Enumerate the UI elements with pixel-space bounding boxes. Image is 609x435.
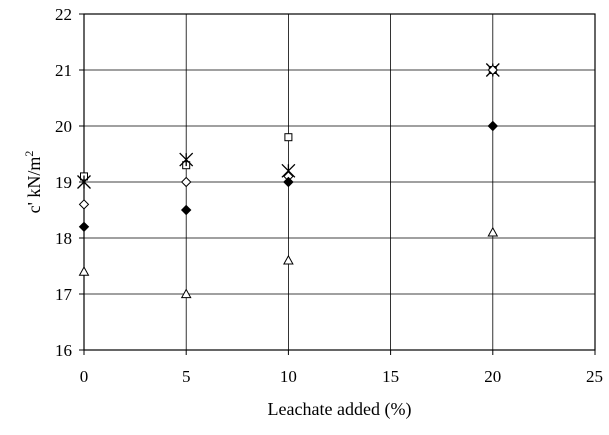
x-tick-label: 5 <box>182 367 191 386</box>
point-square <box>284 133 293 142</box>
y-tick-label: 18 <box>55 229 72 248</box>
y-tick-label: 22 <box>55 5 72 24</box>
y-tick-label: 21 <box>55 61 72 80</box>
point-star <box>77 175 91 189</box>
data-points <box>77 63 500 299</box>
x-tick-label: 15 <box>382 367 399 386</box>
x-tick-label: 25 <box>586 367 603 386</box>
y-tick-label: 17 <box>55 285 73 304</box>
point-triangle <box>180 288 192 299</box>
point-diamond-filled <box>180 204 192 216</box>
y-tick-label: 19 <box>55 173 72 192</box>
x-tick-label: 20 <box>484 367 501 386</box>
y-axis-ticks: 16 17 18 19 20 21 22 <box>55 5 84 360</box>
point-diamond-open <box>180 176 192 188</box>
point-diamond-filled <box>78 221 90 233</box>
x-axis-label: Leachate added (%) <box>268 399 412 420</box>
grid-lines <box>84 14 595 350</box>
x-axis-ticks: 0 5 10 15 20 25 <box>80 350 603 386</box>
y-axis-label-main: c' kN/m <box>24 157 44 214</box>
x-tick-label: 0 <box>80 367 89 386</box>
point-triangle <box>487 226 499 237</box>
point-diamond-open <box>487 64 499 76</box>
y-axis-label-superscript: 2 <box>22 151 36 157</box>
point-star <box>179 152 194 167</box>
y-tick-label: 20 <box>55 117 72 136</box>
x-tick-label: 10 <box>280 367 297 386</box>
y-tick-label: 16 <box>55 341 72 360</box>
point-triangle <box>283 254 294 265</box>
point-diamond-filled <box>487 120 499 132</box>
point-diamond-open <box>78 199 90 210</box>
point-diamond-filled <box>283 176 294 188</box>
y-axis-label: c' kN/m2 <box>22 151 44 214</box>
point-triangle <box>78 266 90 276</box>
